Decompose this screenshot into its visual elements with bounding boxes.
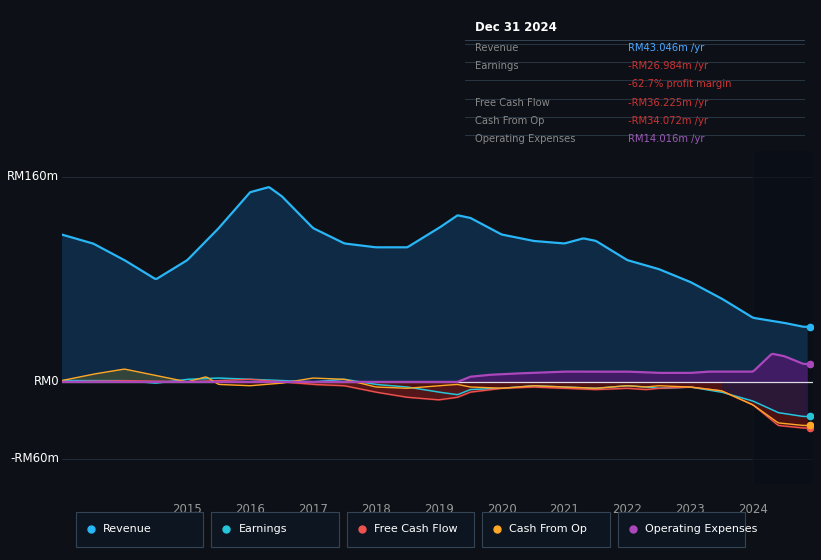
Text: RM43.046m /yr: RM43.046m /yr: [628, 43, 704, 53]
Text: Revenue: Revenue: [103, 524, 152, 534]
Text: Cash From Op: Cash From Op: [475, 116, 544, 126]
Text: 2015: 2015: [172, 503, 202, 516]
Text: 2024: 2024: [738, 503, 768, 516]
FancyBboxPatch shape: [347, 512, 475, 547]
Text: -62.7% profit margin: -62.7% profit margin: [628, 80, 732, 90]
Text: -RM60m: -RM60m: [11, 452, 59, 465]
Text: RM14.016m /yr: RM14.016m /yr: [628, 134, 704, 144]
Text: Revenue: Revenue: [475, 43, 519, 53]
FancyBboxPatch shape: [212, 512, 338, 547]
Text: 2020: 2020: [487, 503, 516, 516]
Text: -RM26.984m /yr: -RM26.984m /yr: [628, 61, 709, 71]
Text: Operating Expenses: Operating Expenses: [645, 524, 757, 534]
Text: 2018: 2018: [361, 503, 391, 516]
Text: Earnings: Earnings: [475, 61, 519, 71]
Text: Cash From Op: Cash From Op: [509, 524, 587, 534]
FancyBboxPatch shape: [76, 512, 203, 547]
Text: 2017: 2017: [298, 503, 328, 516]
Text: -RM36.225m /yr: -RM36.225m /yr: [628, 97, 709, 108]
Text: Operating Expenses: Operating Expenses: [475, 134, 576, 144]
Text: 2022: 2022: [612, 503, 642, 516]
Text: Free Cash Flow: Free Cash Flow: [374, 524, 457, 534]
Text: 2016: 2016: [236, 503, 265, 516]
Text: RM160m: RM160m: [7, 170, 59, 183]
Bar: [753, 151, 813, 484]
Text: 2023: 2023: [676, 503, 705, 516]
Text: Dec 31 2024: Dec 31 2024: [475, 21, 557, 34]
Text: RM0: RM0: [34, 375, 59, 389]
Text: 2019: 2019: [424, 503, 454, 516]
Text: Earnings: Earnings: [238, 524, 287, 534]
FancyBboxPatch shape: [617, 512, 745, 547]
Text: -RM34.072m /yr: -RM34.072m /yr: [628, 116, 709, 126]
FancyBboxPatch shape: [482, 512, 609, 547]
Text: Free Cash Flow: Free Cash Flow: [475, 97, 550, 108]
Text: 2021: 2021: [549, 503, 580, 516]
